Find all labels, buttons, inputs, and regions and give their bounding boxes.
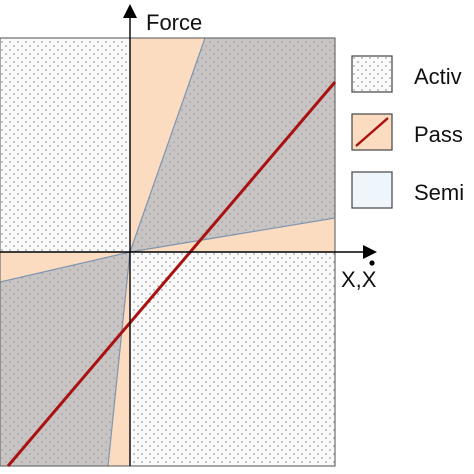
semi-region-dots-upper [130,38,335,252]
y-axis-arrow-icon [123,4,137,18]
characteristic-line [6,81,337,467]
legend-swatch-passive-line [355,117,389,147]
x-axis-label: X,X [341,267,377,292]
legend-swatch-semi [351,171,393,209]
legend-label-passive: Pass [414,122,463,147]
boundary-rays [0,37,336,467]
legend-item-passive: Pass [351,113,463,151]
legend-label-semi: Semi [414,180,464,205]
legend-item-active: Activ [351,55,462,93]
legend: Activ Pass Semi [351,55,464,209]
legend-item-semi: Semi [351,171,464,209]
x-axis-label-dot-icon [369,260,375,266]
semi-region-dots-lower [0,252,130,466]
legend-label-active: Activ [414,64,462,89]
legend-swatch-active-dots [352,56,392,92]
y-axis-label: Force [146,10,202,35]
x-axis-arrow-icon [363,245,377,259]
